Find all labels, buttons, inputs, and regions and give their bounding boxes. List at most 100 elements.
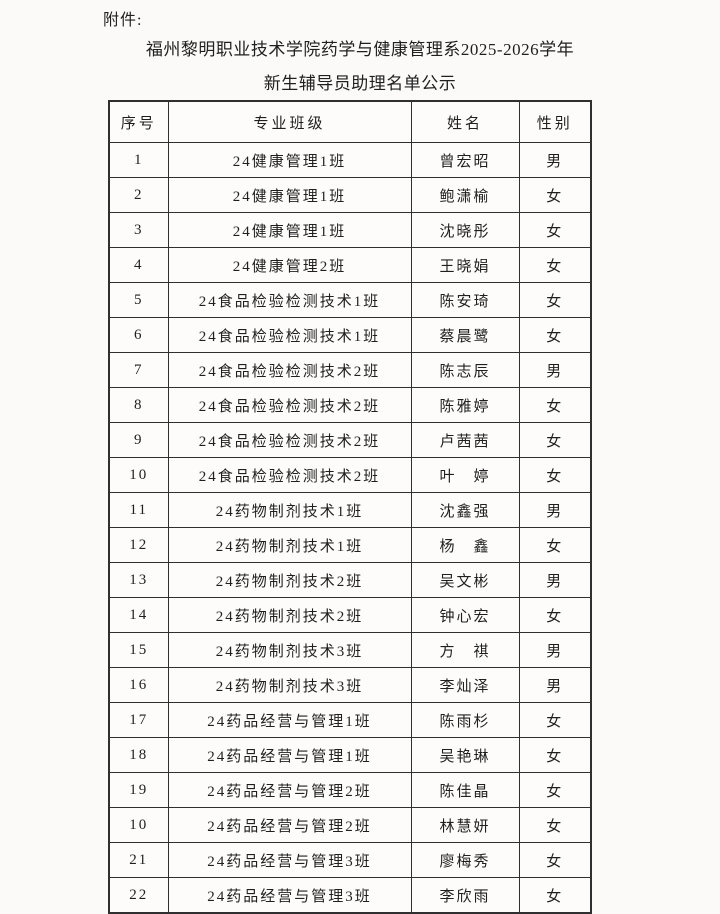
gender-cell: 女 (518, 387, 592, 423)
gender-cell: 女 (518, 282, 592, 318)
name-cell: 叶 婷 (410, 457, 520, 493)
serial-cell: 13 (108, 562, 169, 598)
class-cell: 24食品检验检测技术1班 (167, 282, 412, 318)
gender-cell: 女 (518, 877, 592, 914)
gender-cell: 女 (518, 212, 592, 248)
name-cell: 陈佳晶 (410, 772, 520, 808)
class-cell: 24食品检验检测技术2班 (167, 422, 412, 458)
class-cell: 24药物制剂技术1班 (167, 492, 412, 528)
table-row: 18 24药品经营与管理1班 吴艳琳女 (108, 737, 592, 773)
class-cell: 24食品检验检测技术2班 (167, 457, 412, 493)
document-title-line1: 福州黎明职业技术学院药学与健康管理系2025-2026学年 (145, 40, 575, 59)
gender-cell: 女 (518, 597, 592, 633)
class-cell: 24食品检验检测技术1班 (167, 317, 412, 353)
table-row: 9 24食品检验检测技术2班 卢茜茜女 (108, 422, 592, 458)
gender-cell: 女 (518, 247, 592, 283)
serial-cell: 6 (108, 317, 169, 353)
class-cell: 24药品经营与管理2班 (167, 772, 412, 808)
serial-cell: 21 (108, 842, 169, 878)
table-row: 7 24食品检验检测技术2班 陈志辰男 (108, 352, 592, 388)
table-row: 13 24药物制剂技术2班 吴文彬男 (108, 562, 592, 598)
class-cell: 24健康管理1班 (167, 212, 412, 248)
class-cell: 24药品经营与管理3班 (167, 877, 412, 914)
name-cell: 沈晓彤 (410, 212, 520, 248)
class-cell: 24药物制剂技术3班 (167, 667, 412, 703)
name-cell: 曾宏昭 (410, 142, 520, 178)
gender-cell: 男 (518, 562, 592, 598)
name-cell: 方 祺 (410, 632, 520, 668)
serial-cell: 18 (108, 737, 169, 773)
roster-table: 序号 专业班级 姓名 性别 1 24健康管理1班 曾宏昭男 2 24健康管理1班 鲍潇榆女… (108, 100, 592, 914)
table-row: 2 24健康管理1班 鲍潇榆女 (108, 177, 592, 213)
table-row: 8 24食品检验检测技术2班 陈雅婷女 (108, 387, 592, 423)
serial-cell: 12 (108, 527, 169, 563)
serial-cell: 17 (108, 702, 169, 738)
serial-cell: 22 (108, 877, 169, 914)
serial-cell: 14 (108, 597, 169, 633)
serial-cell: 15 (108, 632, 169, 668)
serial-cell: 3 (108, 212, 169, 248)
gender-cell: 女 (518, 737, 592, 773)
name-cell: 李灿泽 (410, 667, 520, 703)
name-cell: 陈雨杉 (410, 702, 520, 738)
class-cell: 24健康管理2班 (167, 247, 412, 283)
class-cell: 24药物制剂技术3班 (167, 632, 412, 668)
serial-cell: 4 (108, 247, 169, 283)
serial-cell: 9 (108, 422, 169, 458)
name-cell: 王晓娟 (410, 247, 520, 283)
name-cell: 杨 鑫 (410, 527, 520, 563)
gender-cell: 男 (518, 142, 592, 178)
serial-cell: 19 (108, 772, 169, 808)
table-row: 17 24药品经营与管理1班 陈雨杉女 (108, 702, 592, 738)
gender-cell: 男 (518, 492, 592, 528)
class-cell: 24药品经营与管理1班 (167, 737, 412, 773)
name-cell: 李欣雨 (410, 877, 520, 914)
table-row: 21 24药品经营与管理3班 廖梅秀女 (108, 842, 592, 878)
serial-cell: 16 (108, 667, 169, 703)
serial-cell: 8 (108, 387, 169, 423)
serial-cell: 10 (108, 457, 169, 493)
serial-cell: 1 (108, 142, 169, 178)
class-cell: 24食品检验检测技术2班 (167, 387, 412, 423)
table-row: 5 24食品检验检测技术1班 陈安琦女 (108, 282, 592, 318)
name-cell: 吴艳琳 (410, 737, 520, 773)
gender-cell: 女 (518, 807, 592, 843)
gender-cell: 女 (518, 317, 592, 353)
name-cell: 林慧妍 (410, 807, 520, 843)
gender-cell: 女 (518, 177, 592, 213)
table-row: 6 24食品检验检测技术1班 蔡晨鹭女 (108, 317, 592, 353)
header-gender: 性别 (518, 100, 592, 143)
name-cell: 廖梅秀 (410, 842, 520, 878)
class-cell: 24食品检验检测技术2班 (167, 352, 412, 388)
table-header-row: 序号 专业班级 姓名 性别 (108, 100, 592, 143)
table-row: 19 24药品经营与管理2班 陈佳晶女 (108, 772, 592, 808)
document-title-line2: 新生辅导员助理名单公示 (263, 74, 457, 93)
name-cell: 陈志辰 (410, 352, 520, 388)
name-cell: 陈雅婷 (410, 387, 520, 423)
table-row: 12 24药物制剂技术1班杨 鑫女 (108, 527, 592, 563)
table-row: 22 24药品经营与管理3班 李欣雨女 (108, 877, 592, 914)
class-cell: 24药物制剂技术2班 (167, 562, 412, 598)
gender-cell: 女 (518, 527, 592, 563)
gender-cell: 男 (518, 632, 592, 668)
table-row: 1 24健康管理1班 曾宏昭男 (108, 142, 592, 178)
table-row: 11 24药物制剂技术1班 沈鑫强男 (108, 492, 592, 528)
serial-cell: 7 (108, 352, 169, 388)
header-name: 姓名 (410, 100, 520, 143)
name-cell: 鲍潇榆 (410, 177, 520, 213)
gender-cell: 男 (518, 667, 592, 703)
class-cell: 24药品经营与管理2班 (167, 807, 412, 843)
table-row: 10 24药品经营与管理2班 林慧妍女 (108, 807, 592, 843)
class-cell: 24药品经营与管理1班 (167, 702, 412, 738)
gender-cell: 女 (518, 422, 592, 458)
class-cell: 24健康管理1班 (167, 177, 412, 213)
table-row: 10 24食品检验检测技术2班叶 婷女 (108, 457, 592, 493)
header-class: 专业班级 (167, 100, 412, 143)
table-row: 14 24药物制剂技术2班 钟心宏女 (108, 597, 592, 633)
serial-cell: 11 (108, 492, 169, 528)
gender-cell: 女 (518, 772, 592, 808)
gender-cell: 女 (518, 702, 592, 738)
name-cell: 陈安琦 (410, 282, 520, 318)
table-body: 1 24健康管理1班 曾宏昭男 2 24健康管理1班 鲍潇榆女 3 24健康管理1班 沈晓彤女 4… (108, 142, 592, 914)
header-serial: 序号 (108, 100, 169, 143)
